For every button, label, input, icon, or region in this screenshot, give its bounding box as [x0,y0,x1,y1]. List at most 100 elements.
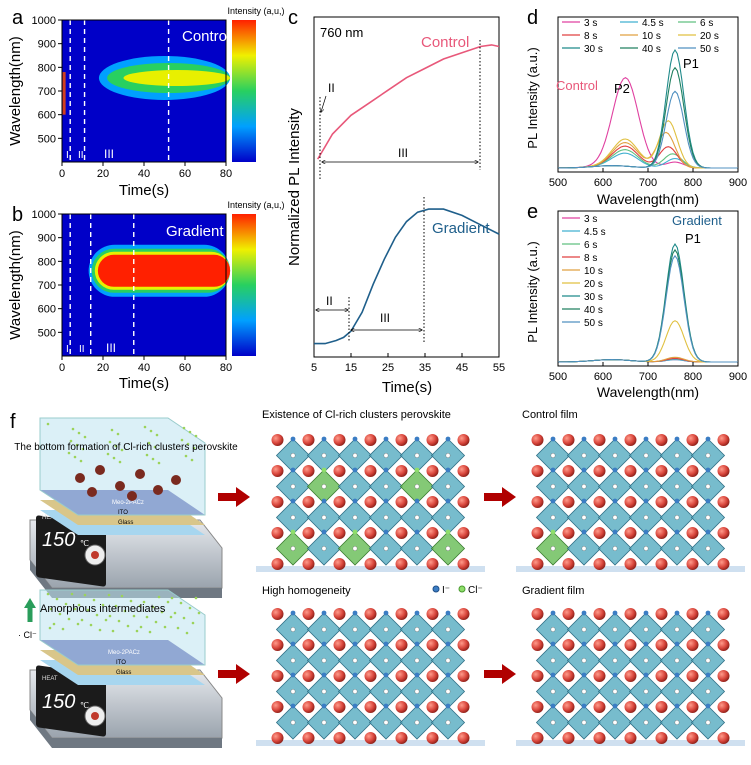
b-site-atom [581,720,587,725]
a-site-cation [686,465,699,477]
b-site-atom [352,658,358,663]
b-site-atom [612,689,618,694]
precursor-dot [155,433,159,437]
b-site-atom [352,453,358,458]
halide-atom [445,610,451,616]
spectrum-line [557,254,738,363]
halide-atom [612,641,618,647]
a-site-cation [655,732,668,744]
x-axis-label: Wavelength(nm) [597,191,699,207]
ion-legend-label: I⁻ [442,585,450,596]
precursor-dot [98,628,102,632]
b-site-atom [290,689,296,694]
process-arrow-icon [484,487,516,507]
b-site-atom [550,658,556,663]
precursor-dot [116,432,120,436]
precursor-dot [166,600,170,604]
series-annotation: Control [556,78,598,93]
precursor-dot [191,621,195,625]
b-site-atom [674,546,680,551]
b-site-atom [550,627,556,632]
halide-atom [414,703,420,709]
precursor-dot [120,594,124,598]
precursor-dot [104,618,108,622]
precursor-dot [73,607,77,611]
a-site-cation [364,639,377,651]
b-site-atom [581,515,587,520]
b-site-atom [383,720,389,725]
precursor-dot [151,605,155,609]
b-site-atom [581,546,587,551]
precursor-dot [76,622,80,626]
halide-atom [705,529,711,535]
perovskite-lattice-gradient [516,608,745,746]
a-site-cation [271,496,284,508]
colorbar [232,214,256,356]
layer-label: ITO [116,660,126,666]
b-site-atom [550,453,556,458]
b-site-atom [705,546,711,551]
a-site-cation [624,639,637,651]
a-site-cation [302,670,315,682]
b-site-atom [612,484,618,489]
hotplate-device-bottom: HEAT 150 ℃ Meo-2PACz ITO Glass Amorphous… [18,589,223,748]
a-site-cation [531,670,544,682]
y-tick-label: 900 [38,233,56,245]
a-site-cation [531,558,544,570]
pl-spectra [557,48,738,169]
precursor-dot [170,596,174,600]
halide-atom [383,703,389,709]
precursor-dot [69,439,73,443]
x-tick-label: 35 [419,362,431,374]
temperature-readout: 150 [42,529,75,551]
a-site-cation [426,608,439,620]
halide-atom [550,641,556,647]
panel-d: d 3 s 4.5 s 6 s 8 s 10 s 20 s 30 s 40 s 50 s 500… [525,7,747,207]
peak-label: P2 [614,81,630,96]
precursor-dot [67,617,71,621]
halide-atom [550,498,556,504]
panel-c: c 5 15 25 35 45 55 760 nm Control Gradient II… [286,7,505,396]
a-site-cation [457,496,470,508]
halide-atom [674,703,680,709]
halide-atom [414,641,420,647]
legend-entry: 4.5 s [584,227,606,238]
precursor-dot [135,629,139,633]
a-site-cation [333,701,346,713]
a-site-cation [333,527,346,539]
halide-atom [414,436,420,442]
a-site-cation [364,670,377,682]
cluster-dot [127,491,137,501]
a-site-cation [655,639,668,651]
x-tick-label: 60 [179,168,191,180]
b-site-atom [643,546,649,551]
halide-atom [612,498,618,504]
y-axis-label: Wavelength(nm) [7,230,24,339]
halide-atom [674,498,680,504]
y-axis-label: Normalized PL Intensity [286,108,303,266]
precursor-dot [173,611,177,615]
b-site-atom [674,658,680,663]
a-site-cation [655,670,668,682]
b-site-atom [705,658,711,663]
precursor-dot [123,609,127,613]
a-site-cation [562,701,575,713]
ion-label: · Cl⁻ [18,630,37,640]
x-axis-label: Time(s) [382,379,432,396]
b-site-atom [705,689,711,694]
a-site-cation [364,434,377,446]
halide-atom [352,672,358,678]
halide-atom [445,498,451,504]
halide-atom [612,672,618,678]
colorbar [232,20,256,162]
precursor-dot [192,446,196,450]
precursor-dot [145,453,149,457]
halide-atom [581,672,587,678]
b-site-atom [674,453,680,458]
precursor-dot [73,455,77,459]
a-site-cation [271,732,284,744]
a-site-cation [562,496,575,508]
halide-atom [352,467,358,473]
layer-label: Meo-2PACz [112,500,144,506]
a-site-cation [593,639,606,651]
